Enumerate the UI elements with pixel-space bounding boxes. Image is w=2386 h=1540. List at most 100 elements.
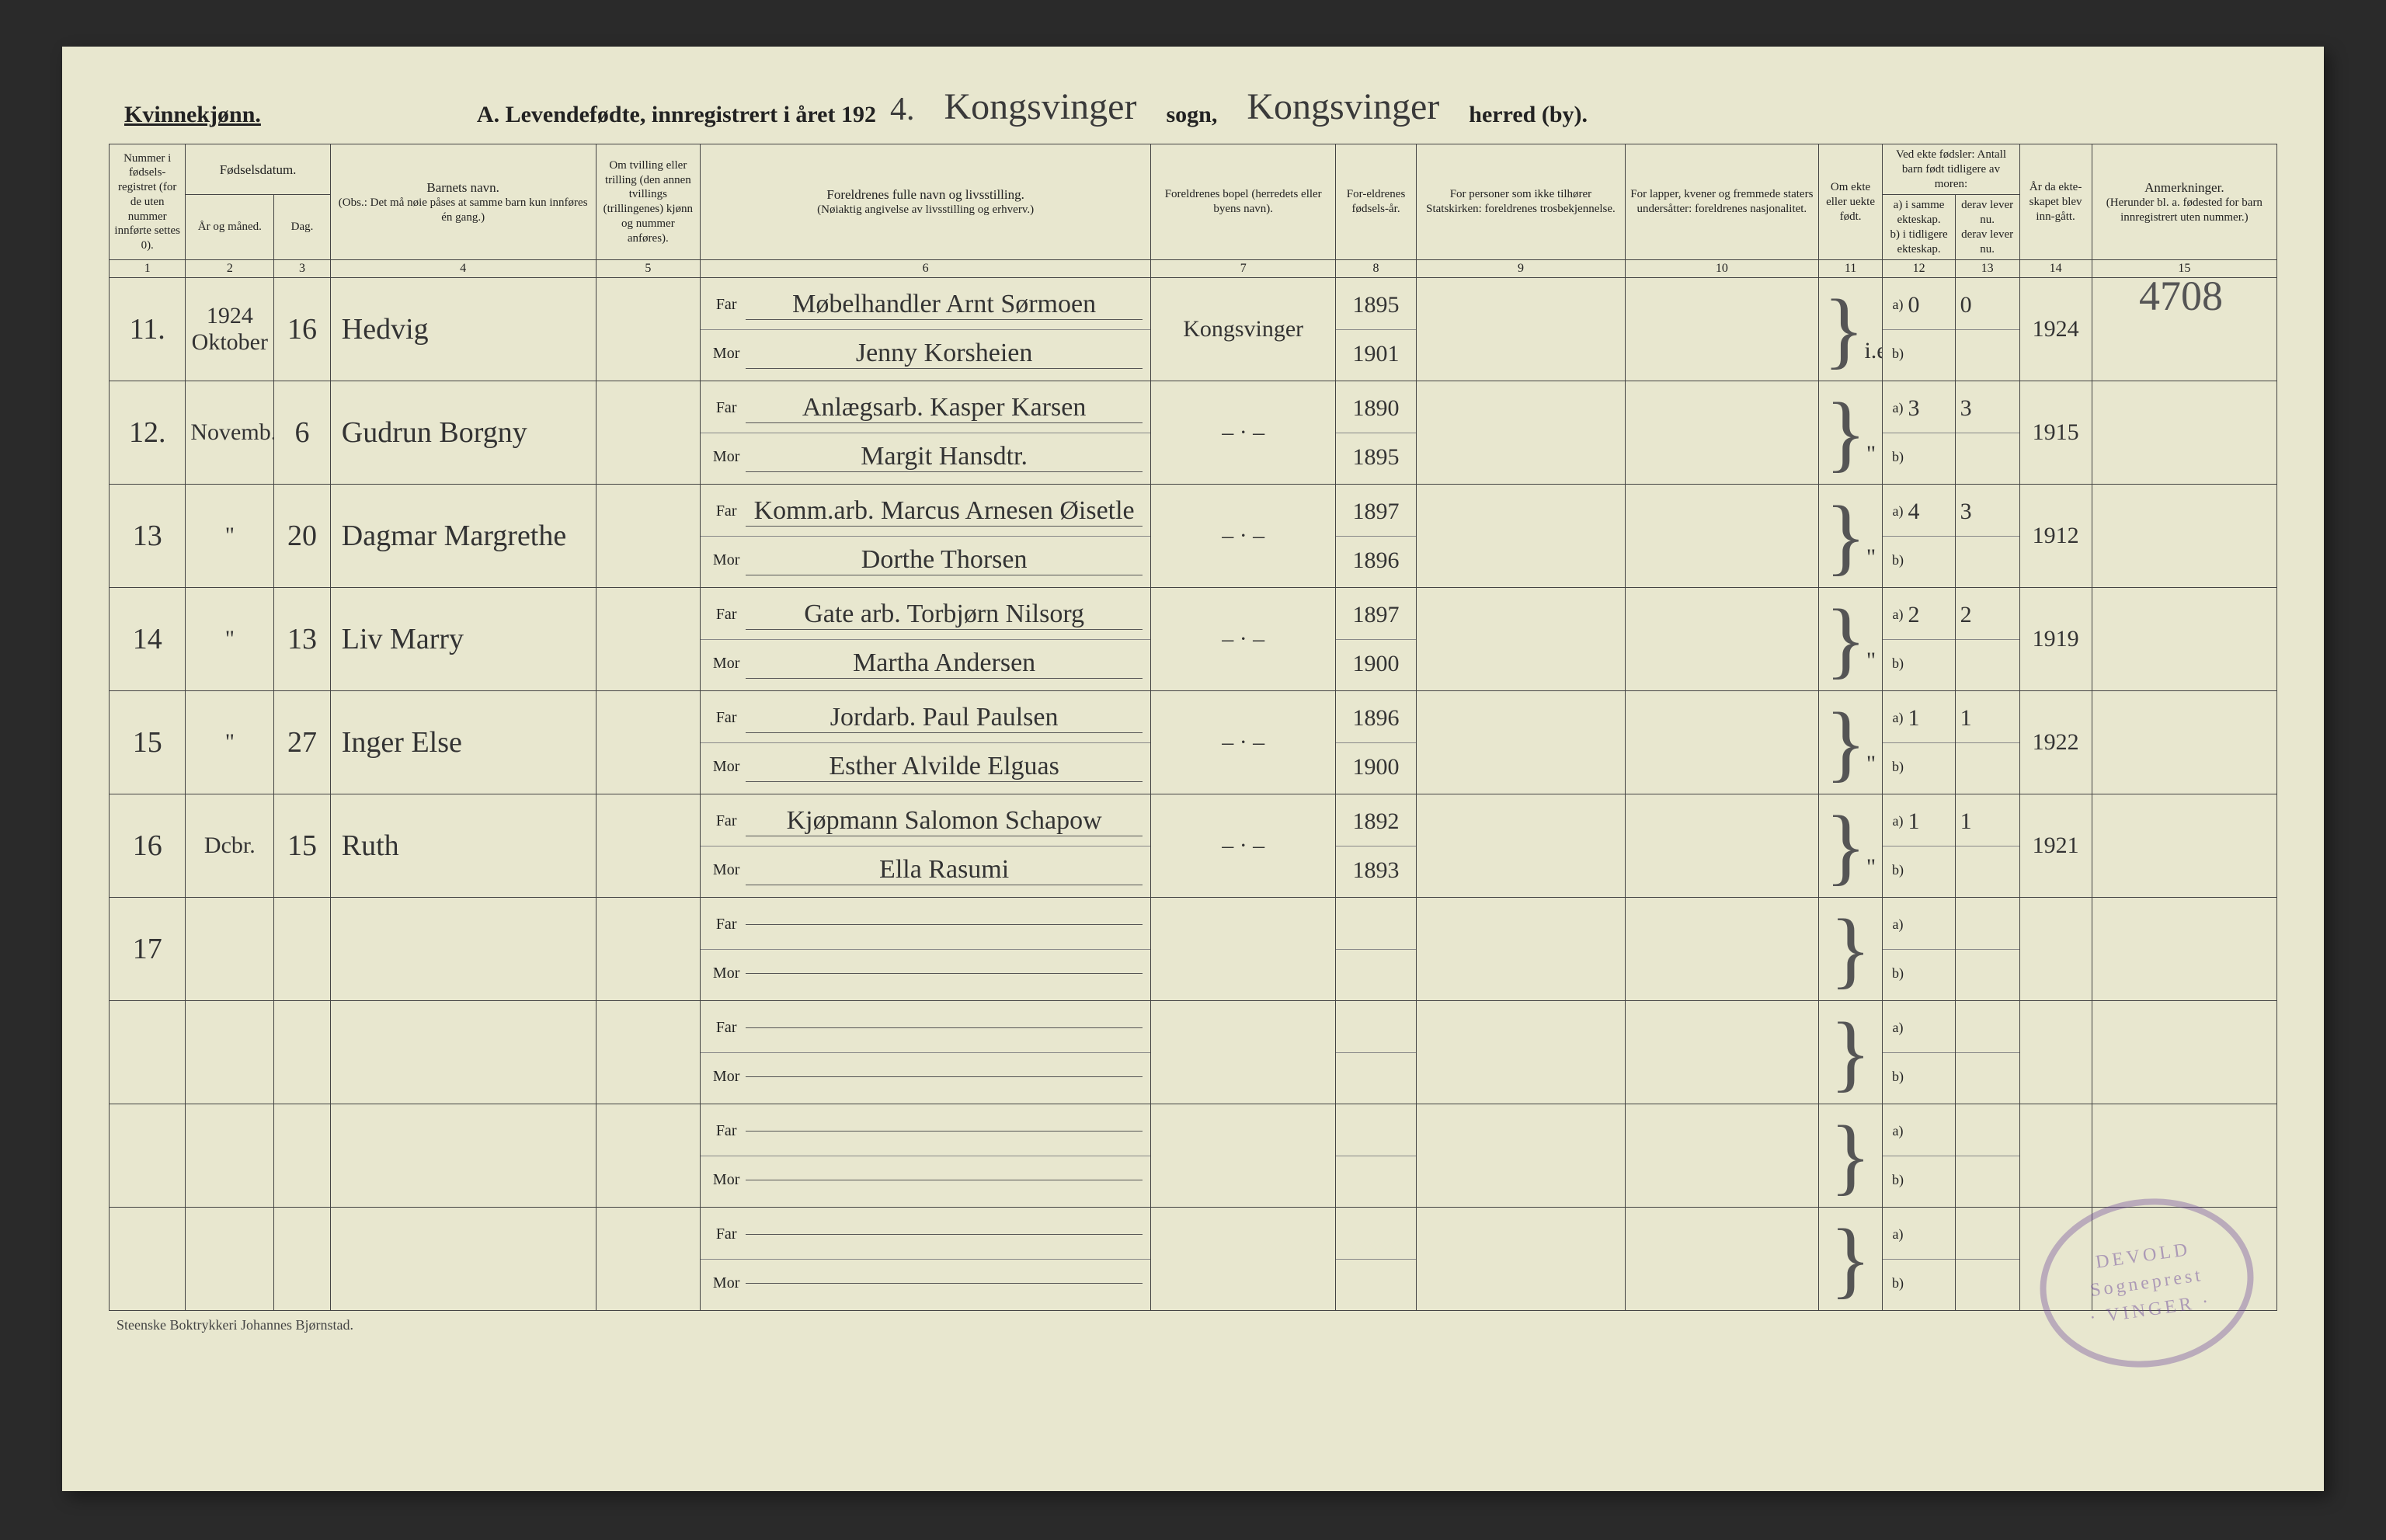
colnum: 15 (2092, 260, 2276, 278)
legitimacy: " (1866, 751, 1876, 777)
col-12a: a) i samme ekteskap. (1887, 198, 1949, 228)
colnum: 2 (186, 260, 274, 278)
cell (2092, 691, 2276, 794)
cell (1336, 1104, 1417, 1208)
label-a: a) (1887, 607, 1908, 623)
cell: Far Mor (701, 1104, 1151, 1208)
cell: – · – (1151, 691, 1336, 794)
val-12a: 1 (1908, 808, 1919, 835)
val-12a: 2 (1908, 602, 1919, 628)
colnum: 11 (1818, 260, 1883, 278)
year-digit: 4. (890, 91, 915, 128)
mor-label: Mor (701, 861, 746, 879)
brace-icon: } (1825, 695, 1866, 790)
mother-name (746, 1076, 1143, 1077)
col-2-top-header: Fødselsdatum. (186, 144, 330, 195)
colnum: 8 (1336, 260, 1417, 278)
father-birth-year: 1895 (1353, 292, 1400, 318)
mother-row: Mor (701, 1053, 1150, 1101)
child-name: Dagmar Margrethe (342, 520, 566, 552)
cell: 2 (1955, 588, 2019, 691)
val-13a: 1 (1960, 705, 1972, 732)
cell (1626, 588, 1819, 691)
entry-number: 17 (133, 933, 162, 965)
cell (1626, 898, 1819, 1001)
cell (186, 898, 274, 1001)
col-12b: b) i tidligere ekteskap. (1887, 228, 1949, 257)
table-row: Far Mor } a) b) (110, 1001, 2277, 1104)
cell (1416, 691, 1625, 794)
mor-label: Mor (701, 758, 746, 776)
brace-icon: } (1825, 488, 1866, 583)
far-label: Far (701, 709, 746, 727)
father-name (746, 1131, 1143, 1132)
col-6-header: Foreldrenes fulle navn og livsstilling. … (701, 144, 1151, 260)
cell: 20 (274, 485, 331, 588)
table-row: 17 Far Mor } a) b) (110, 898, 2277, 1001)
marriage-year: 1924 (2033, 316, 2079, 342)
cell: 14 (110, 588, 186, 691)
cell: } (1818, 1001, 1883, 1104)
cell (2092, 485, 2276, 588)
month-hw: " (225, 729, 235, 755)
cell: Far Mor (701, 1208, 1151, 1311)
cell (186, 1001, 274, 1104)
val-13a: 3 (1960, 395, 1972, 422)
mother-row: Mor Dorthe Thorsen (701, 537, 1150, 585)
child-name: Hedvig (342, 313, 429, 346)
mor-label: Mor (701, 1171, 746, 1189)
cell: Far Gate arb. Torbjørn Nilsorg Mor Marth… (701, 588, 1151, 691)
mor-label: Mor (701, 655, 746, 673)
label-b: b) (1887, 965, 1908, 982)
mor-label: Mor (701, 551, 746, 569)
mother-name: Jenny Korsheien (746, 339, 1143, 369)
brace-icon: } (1830, 1211, 1871, 1306)
cell (596, 381, 701, 485)
label-b: b) (1887, 655, 1908, 672)
colnum: 3 (274, 260, 331, 278)
cell: 13 (274, 588, 331, 691)
cell (1416, 278, 1625, 381)
day-hw: 15 (287, 829, 317, 862)
cell: 1922 (2019, 691, 2092, 794)
label-a: a) (1887, 297, 1908, 313)
cell: – · – (1151, 588, 1336, 691)
entry-number: 13 (133, 520, 162, 552)
far-label: Far (701, 296, 746, 314)
label-a: a) (1887, 813, 1908, 829)
entry-number: 12. (129, 416, 166, 449)
month-hw: Oktober (192, 329, 268, 355)
cell: a) b) (1883, 1104, 1955, 1208)
cell (110, 1104, 186, 1208)
cell (596, 588, 701, 691)
cell: } (1818, 1208, 1883, 1311)
far-label: Far (701, 1019, 746, 1037)
cell (1626, 691, 1819, 794)
mother-birth-year: 1900 (1353, 651, 1400, 677)
far-label: Far (701, 606, 746, 624)
cell: Dcbr. (186, 794, 274, 898)
mother-name: Esther Alvilde Elguas (746, 752, 1143, 782)
cell: 0 (1955, 278, 2019, 381)
table-row: Far Mor } a) b) (110, 1104, 2277, 1208)
cell (330, 1001, 596, 1104)
column-numbers-row: 1 2 3 4 5 6 7 8 9 10 11 12 13 14 15 (110, 260, 2277, 278)
colnum: 14 (2019, 260, 2092, 278)
far-label: Far (701, 1122, 746, 1140)
cell: 27 (274, 691, 331, 794)
cell: 1897 1896 (1336, 485, 1417, 588)
herred-label: herred (by). (1469, 102, 1588, 128)
cell: } (1818, 898, 1883, 1001)
father-name (746, 1027, 1143, 1028)
mother-name: Dorthe Thorsen (746, 545, 1143, 575)
cell (1626, 1208, 1819, 1311)
legitimacy: i.e. (1864, 338, 1883, 363)
cell (596, 485, 701, 588)
cell: 1896 1900 (1336, 691, 1417, 794)
cell: " (186, 588, 274, 691)
far-label: Far (701, 502, 746, 520)
child-name: Liv Marry (342, 623, 464, 655)
table-row: 16Dcbr.15Ruth Far Kjøpmann Salomon Schap… (110, 794, 2277, 898)
brace-icon: } (1825, 798, 1866, 893)
register-page: Kvinnekjønn. A. Levendefødte, innregistr… (62, 47, 2324, 1491)
